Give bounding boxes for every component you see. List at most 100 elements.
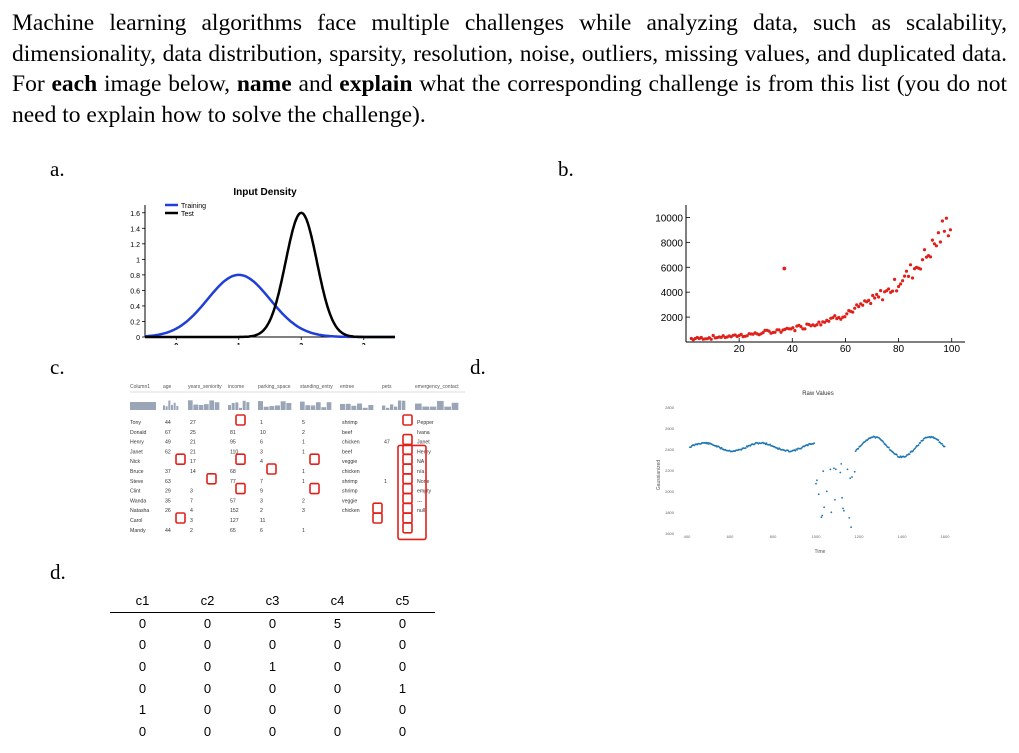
fig-c-histogram-bar <box>451 402 459 410</box>
fig-c-histogram-bar <box>171 404 173 410</box>
fig-c-histogram-bar <box>188 400 193 410</box>
fig-d-point <box>820 516 823 519</box>
fig-b-point <box>897 284 901 289</box>
fig-c-cell: 1 <box>384 479 387 485</box>
fig-d-point <box>848 517 851 519</box>
fig-c-cell: 21 <box>190 440 196 446</box>
fig-c-cell: 127 <box>230 518 239 524</box>
fig-c-histogram-bar <box>214 402 220 410</box>
fig-c-histogram-bar <box>429 406 437 410</box>
table-cell: 0 <box>138 659 147 675</box>
fig-b-point <box>857 305 861 309</box>
fig-c-cell: 62 <box>165 449 171 455</box>
fig-d-point <box>813 442 816 444</box>
fig-c-cell: 4 <box>260 459 263 465</box>
fig-c-histogram-bar <box>275 405 280 410</box>
table-cell: 0 <box>333 680 342 696</box>
fig-c-column-header: income <box>228 384 244 390</box>
fig-d-y-tick-label: 2000 <box>665 489 675 494</box>
fig-c-cell: Steve <box>130 479 143 485</box>
table-cell: 0 <box>268 723 277 739</box>
fig-c-cell: 77 <box>230 479 236 485</box>
fig-c-histogram-bar <box>198 404 204 410</box>
fig-c-missing-value-highlight <box>309 453 320 465</box>
fig-c-cell: 11 <box>260 518 265 524</box>
fig-c-cell: 49 <box>165 440 171 446</box>
fig-c-histogram-bar <box>444 406 451 410</box>
fig-d-point <box>690 446 692 449</box>
fig-c-cell: Pepper <box>417 420 434 426</box>
fig-c-cell: Bruce <box>130 469 144 475</box>
fig-c-cell: Mandy <box>130 528 146 534</box>
fig-b-x-tick-label: 40 <box>787 344 799 355</box>
fig-b-point <box>893 277 897 281</box>
fig-c-cell: Clint <box>130 489 141 495</box>
fig-c-cell: 68 <box>230 469 236 475</box>
fig-c-column-header: parking_space <box>258 384 291 390</box>
fig-b-point <box>928 255 933 259</box>
fig-b-point <box>711 333 715 338</box>
fig-c-emergency-contact-highlight <box>397 444 427 541</box>
fig-c-histogram-bar <box>228 405 231 410</box>
fig-d-point <box>817 493 820 496</box>
fig-c-histogram-bar <box>394 406 398 410</box>
fig-c-histogram-bar <box>402 400 406 410</box>
fig-b-point <box>918 267 923 271</box>
fig-c-cell: 2 <box>260 508 263 514</box>
fig-b-point <box>899 282 903 286</box>
fig-d-point <box>841 496 843 499</box>
fig-b-point <box>875 292 879 297</box>
fig-d-point <box>888 446 890 449</box>
fig-b-point <box>938 240 942 244</box>
fig-c-cell: 2 <box>302 498 305 504</box>
fig-b-point <box>845 312 849 316</box>
table-row: 0 0 0 5 0 <box>110 612 435 634</box>
fig-a-series-training <box>144 273 395 339</box>
label-d-first: d. <box>470 355 486 379</box>
fig-c-histogram-bar <box>176 405 179 410</box>
fig-d-point <box>840 463 843 465</box>
fig-d-x-tick-label: 600 <box>727 534 734 539</box>
fig-c-histogram-bar <box>357 403 362 410</box>
table-cell: 0 <box>333 637 342 653</box>
fig-d-point <box>825 490 828 493</box>
fig-c-cell: 3 <box>190 518 193 524</box>
fig-c-cell: 6 <box>260 440 263 446</box>
fig-c-cell: 26 <box>165 508 171 514</box>
fig-d-point <box>908 453 911 455</box>
fig-c-missing-value-highlight <box>175 453 186 465</box>
fig-d-point <box>851 476 853 478</box>
fig-b-x-tick-label: 100 <box>943 344 960 355</box>
fig-a-legend-training: Training <box>181 203 206 210</box>
fig-b-point <box>920 258 925 262</box>
fig-d-point <box>915 446 917 448</box>
fig-d-y-tick-label: 1800 <box>665 510 675 515</box>
fig-b-point <box>881 298 885 302</box>
fig-d-point <box>720 446 723 449</box>
fig-b-point <box>936 231 940 235</box>
table-header-c4: c4 <box>305 590 370 613</box>
fig-b-point <box>777 328 781 332</box>
fig-b-point <box>843 315 847 319</box>
fig-d-point <box>839 471 842 474</box>
fig-b-point <box>873 296 877 300</box>
fig-c-histogram-bar <box>345 403 351 410</box>
fig-c-cell: 3 <box>260 498 263 504</box>
fig-c-missing-value-highlight <box>235 482 246 495</box>
table-cell: 0 <box>268 680 277 696</box>
fig-c-histogram-bar <box>246 402 250 410</box>
question-emphasis-explain: explain <box>339 71 413 97</box>
fig-c-missing-value-highlight <box>402 473 413 485</box>
fig-d-point <box>937 439 940 442</box>
fig-d-point <box>807 444 809 447</box>
fig-c-histogram-bar <box>242 400 246 410</box>
fig-b-point <box>944 216 948 220</box>
fig-c-cell: 110 <box>230 449 238 455</box>
fig-b-point <box>930 238 934 242</box>
table-header-row: c1 c2 c3 c4 c5 <box>110 590 435 613</box>
fig-b-point <box>901 279 905 283</box>
fig-c-cell: 21 <box>190 449 196 455</box>
fig-c-cell: Carol <box>130 518 142 524</box>
table-cell: 0 <box>203 680 212 696</box>
table-cell: 0 <box>268 615 277 631</box>
